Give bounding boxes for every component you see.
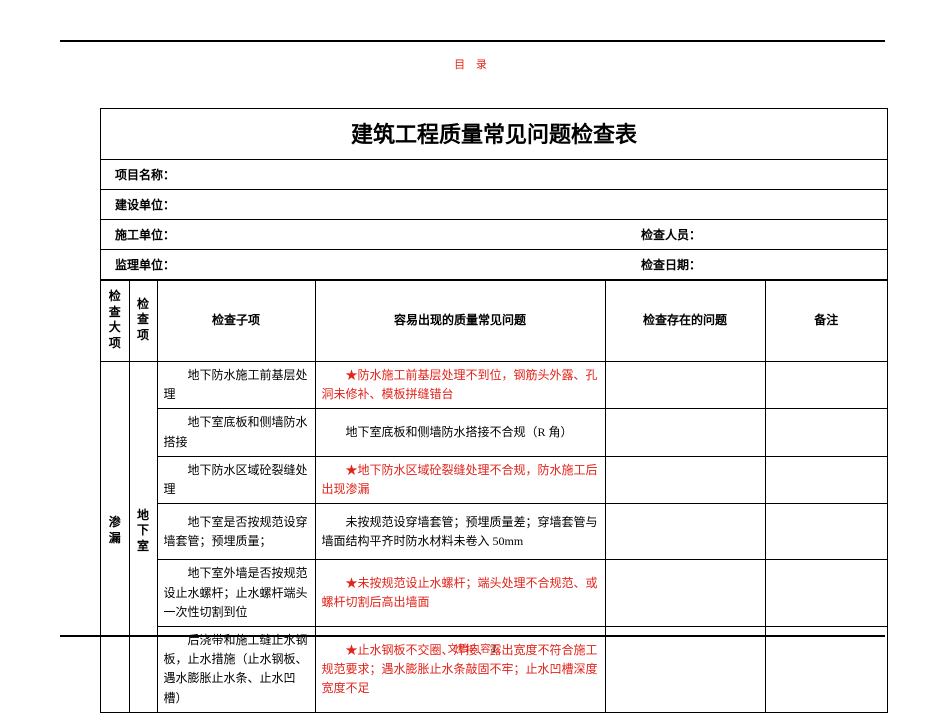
table-row: 地下室底板和侧墙防水搭接 地下室底板和侧墙防水搭接不合规（R 角） (101, 409, 887, 456)
common-issue-text: 未按规范设止水螺杆；端头处理不合规范、或螺杆切割后高出墙面 (322, 576, 598, 609)
star-icon: ★ (346, 576, 358, 590)
sheet-title-row: 建筑工程质量常见问题检查表 (101, 109, 887, 160)
common-issue-text: 防水施工前基层处理不到位，钢筋头外露、孔洞未修补、模板拼缝错台 (322, 368, 598, 401)
meta-row-contractor: 施工单位： 检查人员： (101, 220, 887, 250)
check-subitem-cell: 地下室外墙是否按规范设止水螺杆；止水螺杆端头一次性切割到位 (157, 560, 315, 627)
table-row: 地下防水施工前基层处理★防水施工前基层处理不到位，钢筋头外露、孔洞未修补、模板拼… (101, 361, 887, 408)
found-issue-cell (605, 456, 765, 503)
star-icon: ★ (346, 368, 358, 382)
sub-cell-merged (129, 409, 157, 456)
check-subitem-cell: 地下室是否按规范设穿墙套管；预埋质量； (157, 504, 315, 560)
note-cell (765, 456, 887, 503)
col-sub-header: 检查项 (129, 281, 157, 362)
table-header-row: 检查大项 检查项 检查子项 容易出现的质量常见问题 检查存在的问题 备注 (101, 281, 887, 362)
col-issue-header: 容易出现的质量常见问题 (315, 281, 605, 362)
found-issue-cell (605, 409, 765, 456)
sub-label: 地下室 (137, 508, 149, 555)
inspector-label: 检查人员： (641, 226, 701, 243)
major-cell-merged (101, 409, 129, 456)
inspection-sheet: 建筑工程质量常见问题检查表 项目名称： 建设单位： 施工单位： 检查人员： 监理… (100, 108, 888, 713)
sub-cell-merged (129, 456, 157, 503)
col-item-header: 检查子项 (157, 281, 315, 362)
common-issue-text: 未按规范设穿墙套管；预埋质量差；穿墙套管与墙面结构平齐时防水材料未卷入 50mm (322, 515, 598, 548)
date-label: 检查日期： (641, 256, 701, 273)
contractor-label: 施工单位： (115, 226, 175, 243)
common-issue-cell: ★未按规范设止水螺杆；端头处理不合规范、或螺杆切割后高出墙面 (315, 560, 605, 627)
found-issue-cell (605, 560, 765, 627)
sub-cell (129, 361, 157, 408)
star-icon: ★ (346, 463, 358, 477)
meta-row-project: 项目名称： (101, 160, 887, 190)
found-issue-cell (605, 504, 765, 560)
major-label: 渗漏 (109, 515, 121, 546)
meta-row-builder: 建设单位： (101, 190, 887, 220)
builder-label: 建设单位： (115, 196, 175, 213)
major-cell-merged: 渗漏 (101, 504, 129, 560)
page-footer: 文档内容1 (0, 640, 945, 655)
sub-cell-merged (129, 560, 157, 627)
bottom-rule (60, 635, 885, 637)
col-found-header: 检查存在的问题 (605, 281, 765, 362)
common-issue-cell: ★地下防水区域砼裂缝处理不合规，防水施工后出现渗漏 (315, 456, 605, 503)
common-issue-cell: 地下室底板和侧墙防水搭接不合规（R 角） (315, 409, 605, 456)
meta-row-supervisor: 监理单位： 检查日期： (101, 250, 887, 280)
supervisor-label: 监理单位： (115, 256, 175, 273)
col-note-header: 备注 (765, 281, 887, 362)
major-cell-merged (101, 456, 129, 503)
table-row: 地下防水区域砼裂缝处理★地下防水区域砼裂缝处理不合规，防水施工后出现渗漏 (101, 456, 887, 503)
project-label: 项目名称： (115, 166, 175, 183)
check-subitem-cell: 地下防水施工前基层处理 (157, 361, 315, 408)
top-rule (60, 40, 885, 42)
common-issue-cell: ★防水施工前基层处理不到位，钢筋头外露、孔洞未修补、模板拼缝错台 (315, 361, 605, 408)
table-row: 渗漏 地下室地下室是否按规范设穿墙套管；预埋质量；未按规范设穿墙套管；预埋质量差；… (101, 504, 887, 560)
note-cell (765, 560, 887, 627)
found-issue-cell (605, 361, 765, 408)
sub-cell-merged: 地下室 (129, 504, 157, 560)
note-cell (765, 409, 887, 456)
major-cell (101, 361, 129, 408)
col-major-header: 检查大项 (101, 281, 129, 362)
check-subitem-cell: 地下室底板和侧墙防水搭接 (157, 409, 315, 456)
footer-label: 文档内容 (448, 644, 492, 655)
header-toc-label: 目 录 (0, 56, 945, 72)
major-cell-merged (101, 560, 129, 627)
footer-page-number: 1 (492, 644, 498, 655)
note-cell (765, 361, 887, 408)
table-row: 地下室外墙是否按规范设止水螺杆；止水螺杆端头一次性切割到位★未按规范设止水螺杆；… (101, 560, 887, 627)
sheet-title: 建筑工程质量常见问题检查表 (101, 117, 887, 149)
common-issue-text: 地下防水区域砼裂缝处理不合规，防水施工后出现渗漏 (322, 463, 598, 496)
note-cell (765, 504, 887, 560)
common-issue-text: 地下室底板和侧墙防水搭接不合规（R 角） (346, 425, 573, 439)
common-issue-cell: 未按规范设穿墙套管；预埋质量差；穿墙套管与墙面结构平齐时防水材料未卷入 50mm (315, 504, 605, 560)
check-subitem-cell: 地下防水区域砼裂缝处理 (157, 456, 315, 503)
